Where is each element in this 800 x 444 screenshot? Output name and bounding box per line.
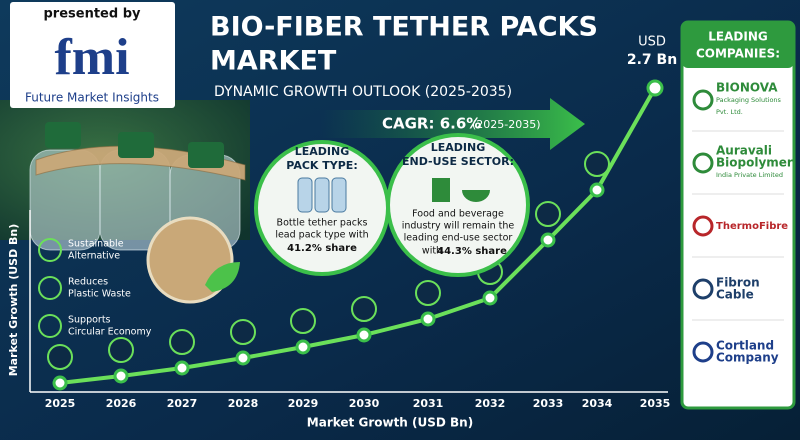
- benefit-icon: [38, 276, 62, 300]
- logo-sub: Future Market Insights: [25, 91, 159, 105]
- bowl-icon: [462, 190, 490, 202]
- subtitle: DYNAMIC GROWTH OUTLOOK (2025-2035): [214, 84, 512, 100]
- benefit-text: Circular Economy: [68, 327, 152, 338]
- company-logo: [692, 89, 714, 111]
- milestone-icon: [169, 329, 195, 355]
- company-sub-1: India Private Limited: [716, 171, 783, 179]
- presented-by: presented by: [44, 7, 142, 22]
- company-sub-2: Pvt. Ltd.: [716, 108, 743, 116]
- company-name-2: Company: [716, 351, 779, 365]
- bubble-title: LEADING: [431, 141, 486, 154]
- x-tick-label: 2031: [413, 397, 444, 410]
- curve-point: [540, 232, 556, 248]
- company-name-2: Biopolymer: [716, 156, 793, 170]
- bubble-text: with: [422, 246, 442, 257]
- milestone-icon: [415, 280, 441, 306]
- curve-point: [356, 327, 372, 343]
- title-line: BIO-FIBER TETHER PACKS: [210, 12, 598, 43]
- milestone-icon: [108, 337, 134, 363]
- logo: fmi: [54, 29, 129, 86]
- x-tick-label: 2033: [533, 397, 564, 410]
- bubble-share: 41.2% share: [287, 243, 357, 254]
- bubble-text: lead pack type with: [275, 230, 368, 241]
- bottle-icons: [297, 177, 347, 213]
- curve-point: [420, 311, 436, 327]
- bubble-title: END-USE SECTOR:: [402, 155, 514, 168]
- company-name: BIONOVA: [716, 81, 778, 95]
- company-logo: [692, 215, 714, 237]
- benefit-text: Plastic Waste: [68, 289, 131, 300]
- bubble-title: PACK TYPE:: [286, 159, 357, 172]
- x-tick-label: 2035: [640, 397, 671, 410]
- milestone-icon: [290, 308, 316, 334]
- curve-point: [295, 339, 311, 355]
- milestone-icon: [351, 296, 377, 322]
- title-line: MARKET: [210, 46, 337, 77]
- curve-point: [235, 350, 251, 366]
- x-tick-label: 2025: [45, 397, 76, 410]
- milestone-icon: [230, 319, 256, 345]
- x-tick-label: 2034: [582, 397, 613, 410]
- end-value: 2.7 Bn: [627, 52, 677, 68]
- company-name: Auravali: [716, 144, 772, 158]
- x-tick-label: 2026: [106, 397, 137, 410]
- company-logo: [692, 278, 714, 300]
- x-axis-label: Market Growth (USD Bn): [307, 416, 473, 430]
- curve-point: [482, 290, 498, 306]
- cagr-period: (2025-2035): [472, 118, 541, 131]
- bubble-share: 44.3% share: [437, 246, 507, 257]
- benefit-text: Supports: [68, 315, 111, 326]
- curve-point: [589, 182, 605, 198]
- curve-point: [52, 375, 68, 391]
- bottle-caps: [45, 122, 224, 168]
- x-tick-label: 2028: [228, 397, 259, 410]
- company-name: Fibron: [716, 276, 760, 290]
- bubble-text: industry will remain the: [402, 221, 515, 232]
- bubble-text: Food and beverage: [412, 209, 504, 220]
- companies-title: LEADING: [708, 30, 767, 44]
- milestone-icon: [584, 151, 610, 177]
- company-logo: [692, 152, 714, 174]
- cagr-label: CAGR: 6.6%: [382, 115, 481, 133]
- milestone-icon: [47, 344, 73, 370]
- milestone-icon: [535, 201, 561, 227]
- company-logo: [692, 341, 714, 363]
- cagr-arrow: [320, 98, 585, 150]
- x-tick-label: 2027: [167, 397, 198, 410]
- benefit-text: Reduces: [68, 277, 108, 288]
- end-use-bubble: [386, 133, 530, 277]
- bubble-text: Bottle tether packs: [277, 218, 368, 229]
- bubble-text: leading end-use sector: [404, 233, 513, 244]
- x-tick-label: 2029: [288, 397, 319, 410]
- x-tick-label: 2030: [349, 397, 380, 410]
- curve-point: [646, 79, 664, 97]
- x-tick-label: 2032: [475, 397, 506, 410]
- benefit-icon: [38, 314, 62, 338]
- company-name: ThermoFibre: [716, 221, 788, 232]
- curve-point: [174, 360, 190, 376]
- end-unit: USD: [638, 35, 666, 50]
- y-axis-label: Market Growth (USD Bn): [7, 224, 20, 377]
- curve-point: [113, 368, 129, 384]
- company-sub-1: Packaging Solutions: [716, 96, 782, 104]
- company-name-2: Cable: [716, 288, 754, 302]
- bubble-title: LEADING: [295, 145, 350, 158]
- company-name: Cortland: [716, 339, 774, 353]
- leaf-icon: [205, 262, 240, 292]
- benefit-icon: [38, 238, 62, 262]
- companies-header: [682, 22, 794, 68]
- benefit-text: Sustainable: [68, 239, 124, 250]
- companies-title: COMPANIES:: [696, 47, 780, 61]
- cup-icon: [432, 178, 450, 202]
- benefit-text: Alternative: [68, 251, 120, 262]
- logo-box: [10, 2, 175, 108]
